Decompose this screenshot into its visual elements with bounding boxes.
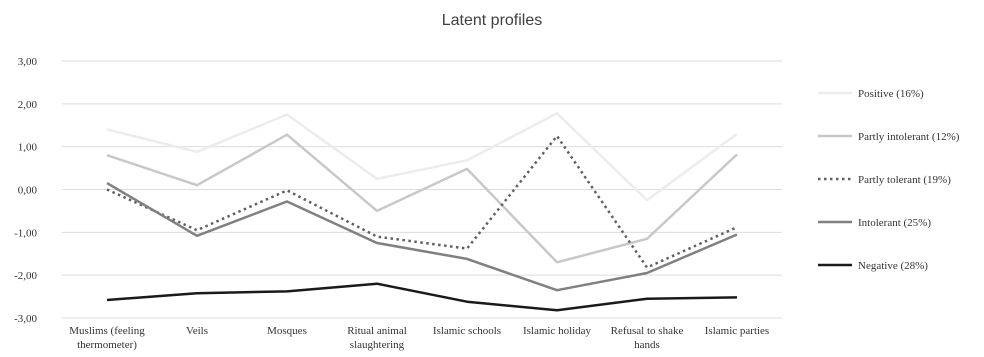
legend-label: Positive (16%) xyxy=(858,88,924,100)
y-tick-label: 1,00 xyxy=(18,142,38,154)
y-tick-label: 2,00 xyxy=(18,99,38,111)
x-category-label-line: Islamic holiday xyxy=(523,325,592,337)
series-lines xyxy=(106,112,738,312)
x-category-label-line: Muslims (feeling xyxy=(69,325,145,337)
x-axis-category-labels: Muslims (feeling thermometer) Veils Mosques… xyxy=(69,325,769,351)
series-line xyxy=(106,182,738,292)
y-tick-label: 3,00 xyxy=(18,56,38,68)
x-category-label: Mosques xyxy=(267,325,307,337)
x-category-label: Muslims (feeling thermometer) xyxy=(69,325,145,351)
y-tick-label: -2,00 xyxy=(14,270,37,282)
x-category-label-line: Ritual animal xyxy=(347,325,407,337)
x-category-label-line: slaughtering xyxy=(350,339,405,351)
series-line xyxy=(106,282,738,312)
x-category-label-line: Veils xyxy=(186,325,208,337)
y-tick-label: -1,00 xyxy=(14,227,37,239)
chart-title: Latent profiles xyxy=(442,12,543,29)
x-category-label-line: Refusal to shake xyxy=(611,325,684,337)
legend-label: Negative (28%) xyxy=(858,260,928,272)
x-category-label-line: Islamic schools xyxy=(433,325,501,337)
x-category-label: Ritual animal slaughtering xyxy=(347,325,407,351)
legend-label: Partly intolerant (12%) xyxy=(858,131,960,143)
series-line xyxy=(106,133,738,264)
y-axis-tick-labels: 3,00 2,00 1,00 0,00 -1,00 -2,00 -3,00 xyxy=(14,56,37,325)
series-line xyxy=(106,134,738,269)
legend-label: Partly tolerant (19%) xyxy=(858,174,951,186)
x-category-label: Refusal to shake hands xyxy=(611,325,684,351)
x-category-label-line: hands xyxy=(634,339,660,351)
x-category-label: Islamic parties xyxy=(705,325,769,337)
x-category-label: Islamic holiday xyxy=(523,325,592,337)
series-line xyxy=(106,112,738,202)
legend: Positive (16%) Partly intolerant (12%) Par… xyxy=(818,88,960,272)
legend-label: Intolerant (25%) xyxy=(858,217,931,229)
gridlines xyxy=(62,60,782,319)
x-category-label: Islamic schools xyxy=(433,325,501,337)
y-tick-label: 0,00 xyxy=(18,185,38,197)
y-tick-label: -3,00 xyxy=(14,313,37,325)
x-category-label-line: Mosques xyxy=(267,325,307,337)
x-category-label-line: thermometer) xyxy=(77,339,137,351)
x-category-label: Veils xyxy=(186,325,208,337)
x-category-label-line: Islamic parties xyxy=(705,325,769,337)
